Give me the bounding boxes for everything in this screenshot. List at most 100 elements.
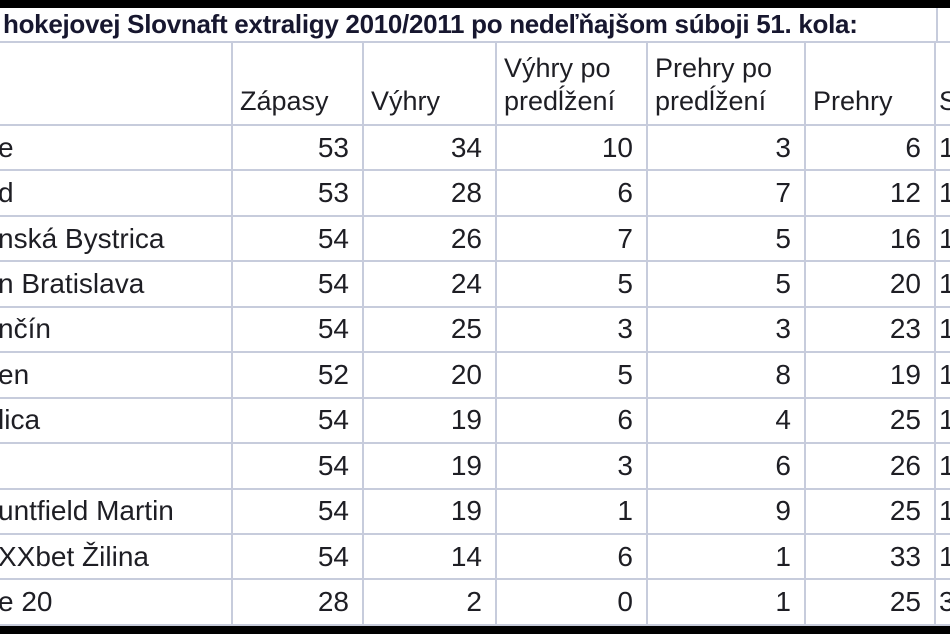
- cell-s: 1: [939, 449, 950, 481]
- cell-prehry-po: 3: [648, 307, 806, 352]
- cell-zapasy: 53: [233, 126, 364, 170]
- cell-prehry: 25: [806, 580, 936, 624]
- cell-prehry-po: 4: [648, 398, 806, 443]
- cell-prehry-po: 8: [648, 353, 806, 397]
- cell-s: 1: [939, 540, 950, 572]
- cell-prehry-po: 1: [648, 534, 806, 579]
- cell-prehry-po: 1: [648, 580, 806, 624]
- cell-vyhry: 20: [364, 353, 497, 397]
- cell-team: en: [0, 353, 233, 397]
- cell-zapasy: 54: [233, 534, 364, 579]
- table-row: 54 19 3 6 26 1: [0, 444, 950, 490]
- table-row: lica 54 19 6 4 25 1: [0, 398, 950, 445]
- cell-team: n Bratislava: [0, 262, 233, 306]
- cell-prehry: 25: [806, 489, 936, 533]
- cell-zapasy: 28: [233, 580, 364, 624]
- cell-prehry-po: 5: [648, 216, 806, 261]
- table-title: hokejovej Slovnaft extraligy 2010/2011 p…: [3, 9, 858, 39]
- column-header-prehry-po: Prehry po predĺžení: [648, 43, 806, 124]
- table-row: e 20 28 2 0 1 25 3: [0, 580, 950, 626]
- cell-vyhry-po: 6: [497, 171, 648, 215]
- column-header-skore-clipped: S: [939, 86, 950, 117]
- cell-zapasy: 54: [233, 444, 364, 488]
- cell-vyhry-po: 5: [497, 262, 648, 306]
- cell-vyhry-po: 6: [497, 398, 648, 443]
- table-row: en 52 20 5 8 19 1: [0, 353, 950, 399]
- cell-vyhry-po: 3: [497, 307, 648, 352]
- cell-prehry: 25: [806, 398, 936, 443]
- cell-s: 1: [939, 358, 950, 390]
- column-header-vyhry-po: Výhry po predĺžení: [497, 43, 648, 124]
- bottom-letterbox-bar: [0, 626, 950, 634]
- cell-vyhry: 28: [364, 171, 497, 215]
- table-row: n Bratislava 54 24 5 5 20 1: [0, 262, 950, 308]
- cell-zapasy: 54: [233, 216, 364, 261]
- table-row: e533410361: [0, 126, 950, 172]
- cell-vyhry-po: 7: [497, 216, 648, 261]
- cell-vyhry: 19: [364, 398, 497, 443]
- table-body: e533410361d532867121nská Bystrica5426751…: [0, 126, 950, 626]
- cell-vyhry: 19: [364, 444, 497, 488]
- table-row: untfield Martin 54 19 1 9 25 1: [0, 489, 950, 535]
- cell-prehry: 19: [806, 353, 936, 397]
- cell-vyhry: 25: [364, 307, 497, 352]
- cell-s: 1: [939, 222, 950, 254]
- cell-team: untfield Martin: [0, 489, 233, 533]
- cell-vyhry: 19: [364, 489, 497, 533]
- table-row: XXbet Žilina 54 14 6 1 33 1: [0, 534, 950, 581]
- cell-zapasy: 54: [233, 489, 364, 533]
- cell-prehry-po: 3: [648, 126, 806, 170]
- cell-prehry-po: 9: [648, 489, 806, 533]
- cell-s: 1: [939, 131, 950, 163]
- cell-vyhry: 24: [364, 262, 497, 306]
- cell-vyhry: 34: [364, 126, 497, 170]
- cell-prehry: 6: [806, 126, 936, 170]
- cell-team: e: [0, 126, 233, 170]
- cell-vyhry-po: 1: [497, 489, 648, 533]
- column-header-prehry: Prehry: [806, 43, 936, 124]
- cell-vyhry-po: 10: [497, 126, 648, 170]
- cell-prehry: 23: [806, 307, 936, 352]
- table-title-row: hokejovej Slovnaft extraligy 2010/2011 p…: [0, 8, 950, 43]
- cell-vyhry-po: 3: [497, 444, 648, 488]
- cell-vyhry-po: 6: [497, 534, 648, 579]
- table-row: d532867121: [0, 171, 950, 217]
- cell-zapasy: 54: [233, 398, 364, 443]
- cell-prehry: 16: [806, 216, 936, 261]
- table-header-row: Zápasy Výhry Výhry po predĺžení Prehry p…: [0, 43, 950, 126]
- cell-team: e 20: [0, 580, 233, 624]
- cell-s: 1: [939, 313, 950, 345]
- column-header-vyhry: Výhry: [364, 43, 497, 124]
- cell-prehry-po: 5: [648, 262, 806, 306]
- top-letterbox-bar: [0, 0, 950, 8]
- cell-zapasy: 52: [233, 353, 364, 397]
- cell-vyhry: 2: [364, 580, 497, 624]
- cell-s: 1: [939, 495, 950, 527]
- cell-zapasy: 54: [233, 262, 364, 306]
- table-row: nčín 54 25 3 3 23 1: [0, 307, 950, 354]
- cell-team: nčín: [0, 307, 233, 352]
- title-column-divider: [936, 8, 938, 41]
- cell-prehry: 12: [806, 171, 936, 215]
- cell-s: 1: [939, 268, 950, 300]
- cell-s: 1: [939, 404, 950, 436]
- table-row: nská Bystrica 54 26 7 5 16 1: [0, 216, 950, 263]
- cell-team: lica: [0, 398, 233, 443]
- cell-vyhry: 26: [364, 216, 497, 261]
- cell-prehry-po: 7: [648, 171, 806, 215]
- cell-s: 3: [939, 586, 950, 618]
- cell-vyhry-po: 0: [497, 580, 648, 624]
- cell-prehry-po: 6: [648, 444, 806, 488]
- cell-vyhry: 14: [364, 534, 497, 579]
- cell-prehry: 20: [806, 262, 936, 306]
- cell-team: nská Bystrica: [0, 216, 233, 261]
- cell-vyhry-po: 5: [497, 353, 648, 397]
- cell-team: XXbet Žilina: [0, 534, 233, 579]
- cell-zapasy: 53: [233, 171, 364, 215]
- cell-prehry: 26: [806, 444, 936, 488]
- cell-zapasy: 54: [233, 307, 364, 352]
- cell-prehry: 33: [806, 534, 936, 579]
- cell-team: d: [0, 171, 233, 215]
- column-header-zapasy: Zápasy: [233, 43, 364, 124]
